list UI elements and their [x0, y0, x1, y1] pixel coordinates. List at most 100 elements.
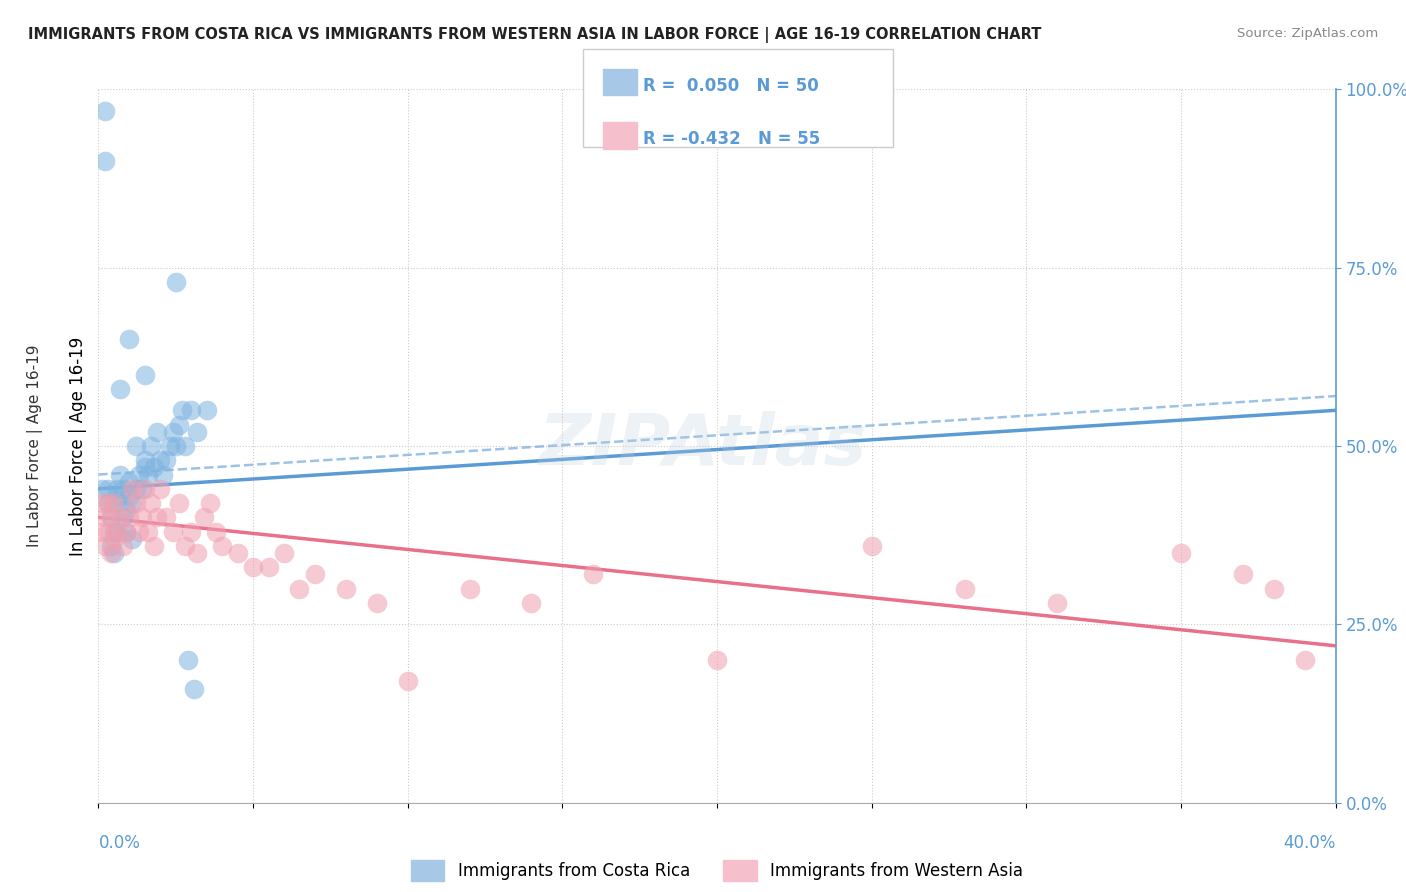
Point: [103, 532, 125, 546]
Point: [165, 275, 187, 289]
Point: [162, 524, 184, 539]
Point: [108, 467, 131, 482]
Point: [139, 439, 162, 453]
Point: [100, 539, 122, 553]
Point: [520, 596, 543, 610]
Point: [105, 482, 128, 496]
Point: [165, 439, 187, 453]
Point: [149, 482, 172, 496]
Point: [155, 453, 177, 467]
Point: [146, 510, 169, 524]
Text: 40.0%: 40.0%: [1284, 834, 1336, 852]
Point: [180, 524, 202, 539]
Point: [136, 524, 159, 539]
Text: In Labor Force | Age 16-19: In Labor Force | Age 16-19: [27, 344, 44, 548]
Point: [90, 524, 112, 539]
Point: [134, 482, 156, 496]
Point: [195, 403, 218, 417]
Text: R =  0.050   N = 50: R = 0.050 N = 50: [643, 77, 818, 95]
Point: [112, 539, 135, 553]
Point: [1263, 582, 1285, 596]
Point: [183, 681, 205, 696]
Point: [149, 453, 172, 467]
Point: [193, 510, 215, 524]
Point: [121, 532, 143, 546]
Point: [139, 496, 162, 510]
Point: [134, 368, 156, 382]
Point: [366, 596, 388, 610]
Point: [167, 417, 190, 432]
Point: [1170, 546, 1192, 560]
Point: [93, 103, 115, 118]
Point: [103, 524, 125, 539]
Point: [155, 510, 177, 524]
Point: [118, 489, 141, 503]
Point: [458, 582, 481, 596]
Text: IMMIGRANTS FROM COSTA RICA VS IMMIGRANTS FROM WESTERN ASIA IN LABOR FORCE | AGE : IMMIGRANTS FROM COSTA RICA VS IMMIGRANTS…: [28, 27, 1042, 43]
Text: ZIPAtlas: ZIPAtlas: [538, 411, 868, 481]
Point: [143, 460, 166, 475]
Point: [108, 382, 131, 396]
Point: [174, 539, 197, 553]
Point: [90, 496, 112, 510]
Text: 0.0%: 0.0%: [98, 834, 141, 852]
Point: [108, 510, 131, 524]
Point: [335, 582, 357, 596]
Point: [118, 475, 141, 489]
Point: [100, 510, 122, 524]
Point: [177, 653, 200, 667]
Point: [115, 524, 138, 539]
Legend: Immigrants from Costa Rica, Immigrants from Western Asia: Immigrants from Costa Rica, Immigrants f…: [405, 854, 1029, 888]
Point: [100, 510, 122, 524]
Point: [1294, 653, 1316, 667]
Point: [953, 582, 976, 596]
Point: [211, 539, 233, 553]
Point: [97, 524, 120, 539]
Point: [205, 524, 228, 539]
Point: [97, 482, 120, 496]
Point: [706, 653, 728, 667]
Point: [103, 496, 125, 510]
Point: [115, 524, 138, 539]
Point: [186, 425, 208, 439]
Point: [288, 582, 311, 596]
Point: [304, 567, 326, 582]
Point: [124, 496, 146, 510]
Text: Source: ZipAtlas.com: Source: ZipAtlas.com: [1237, 27, 1378, 40]
Point: [146, 425, 169, 439]
Point: [105, 524, 128, 539]
Point: [257, 560, 280, 574]
Point: [152, 467, 174, 482]
Point: [118, 332, 141, 346]
Point: [100, 546, 122, 560]
Text: R = -0.432   N = 55: R = -0.432 N = 55: [643, 130, 820, 148]
Point: [121, 496, 143, 510]
Point: [1232, 567, 1254, 582]
Point: [115, 503, 138, 517]
Point: [1046, 596, 1069, 610]
Point: [582, 567, 605, 582]
Point: [108, 489, 131, 503]
Point: [93, 539, 115, 553]
Point: [170, 403, 193, 417]
Point: [131, 482, 153, 496]
Point: [143, 539, 166, 553]
Point: [97, 496, 120, 510]
Point: [167, 496, 190, 510]
Point: [103, 496, 125, 510]
Point: [136, 467, 159, 482]
Point: [90, 482, 112, 496]
Point: [134, 460, 156, 475]
Point: [124, 439, 146, 453]
Point: [198, 496, 221, 510]
Point: [93, 153, 115, 168]
Point: [93, 510, 115, 524]
Point: [112, 510, 135, 524]
Point: [112, 482, 135, 496]
Point: [97, 496, 120, 510]
Point: [159, 439, 181, 453]
Point: [105, 524, 128, 539]
Point: [396, 674, 419, 689]
Point: [131, 510, 153, 524]
Point: [180, 403, 202, 417]
